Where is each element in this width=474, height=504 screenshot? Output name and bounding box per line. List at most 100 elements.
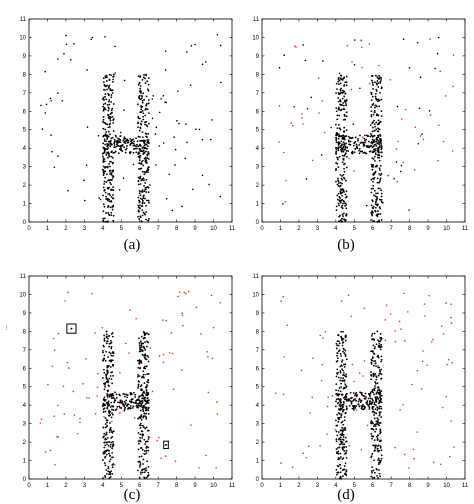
data-point (67, 189, 69, 192)
data-point (139, 424, 142, 427)
data-point (341, 433, 344, 436)
data-point (416, 41, 419, 44)
data-point (53, 349, 56, 352)
data-point (138, 342, 141, 344)
data-point (139, 87, 142, 90)
data-point (137, 380, 140, 382)
data-point (340, 407, 343, 410)
data-point (337, 417, 340, 420)
y-tick-label: 9 (23, 54, 27, 60)
data-point (140, 108, 143, 111)
data-point (109, 133, 111, 136)
data-point (112, 374, 114, 377)
data-point (103, 435, 105, 438)
data-point (358, 152, 361, 155)
data-point (124, 148, 127, 151)
data-point (104, 75, 107, 78)
data-point (379, 392, 382, 395)
data-point (137, 210, 140, 213)
data-point (125, 139, 128, 142)
data-point (121, 402, 124, 405)
data-point (103, 183, 106, 185)
data-point (379, 135, 382, 137)
data-point (137, 442, 140, 445)
data-point (110, 179, 113, 181)
data-point (372, 344, 375, 347)
data-point (136, 387, 139, 389)
data-point (334, 405, 337, 408)
data-point (107, 444, 110, 447)
data-point (350, 402, 353, 405)
data-point (144, 415, 146, 417)
data-point (311, 396, 314, 399)
data-point (363, 407, 366, 410)
data-point (122, 404, 125, 406)
data-point (373, 111, 376, 114)
data-point (104, 449, 107, 452)
data-point (380, 416, 383, 418)
y-tick-label: 4 (23, 403, 27, 409)
data-point (337, 97, 340, 99)
data-point (335, 468, 338, 471)
data-point (377, 457, 380, 460)
data-point (111, 335, 114, 338)
x-tick-label: 11 (462, 226, 469, 232)
data-point (402, 161, 404, 164)
data-point (105, 350, 108, 353)
data-point (105, 438, 108, 441)
data-point (451, 361, 453, 364)
data-point (282, 295, 285, 298)
data-point (102, 404, 105, 407)
data-point (364, 392, 367, 395)
data-point (107, 154, 110, 156)
y-tick-label: 6 (256, 109, 260, 115)
data-point (107, 371, 109, 374)
data-point (147, 201, 150, 204)
data-point (143, 202, 146, 204)
data-point (379, 179, 382, 181)
data-point (373, 173, 375, 176)
data-point (336, 198, 339, 201)
data-point (143, 477, 146, 480)
data-point (373, 388, 375, 390)
data-point (371, 95, 374, 98)
data-point (336, 147, 339, 150)
data-point (190, 44, 193, 47)
data-point (102, 186, 105, 189)
data-point (345, 470, 348, 473)
data-point (337, 450, 340, 453)
data-point (345, 190, 348, 193)
data-point (122, 177, 125, 179)
data-point (344, 382, 346, 385)
data-point (345, 214, 348, 217)
data-point (377, 119, 380, 122)
data-point (374, 95, 377, 98)
data-point (374, 200, 377, 203)
data-point (350, 315, 353, 318)
data-point (145, 386, 148, 389)
data-point (377, 386, 380, 389)
data-point (107, 106, 110, 109)
data-point (118, 405, 121, 408)
data-point (108, 126, 111, 128)
data-point (137, 440, 140, 443)
data-point (108, 84, 111, 87)
data-point (364, 134, 366, 137)
data-point (375, 192, 377, 195)
data-point (102, 134, 105, 137)
data-point (351, 396, 353, 399)
data-point (345, 179, 347, 182)
data-point (375, 400, 378, 403)
data-point (413, 457, 415, 460)
data-point (147, 381, 150, 384)
data-point (106, 425, 109, 427)
data-point (341, 182, 343, 185)
data-point (73, 43, 75, 45)
data-point (307, 445, 310, 448)
data-point (112, 354, 114, 357)
data-point (342, 439, 345, 441)
data-point (358, 149, 360, 152)
data-point (144, 407, 147, 410)
data-point (380, 144, 383, 146)
data-point (380, 360, 383, 363)
